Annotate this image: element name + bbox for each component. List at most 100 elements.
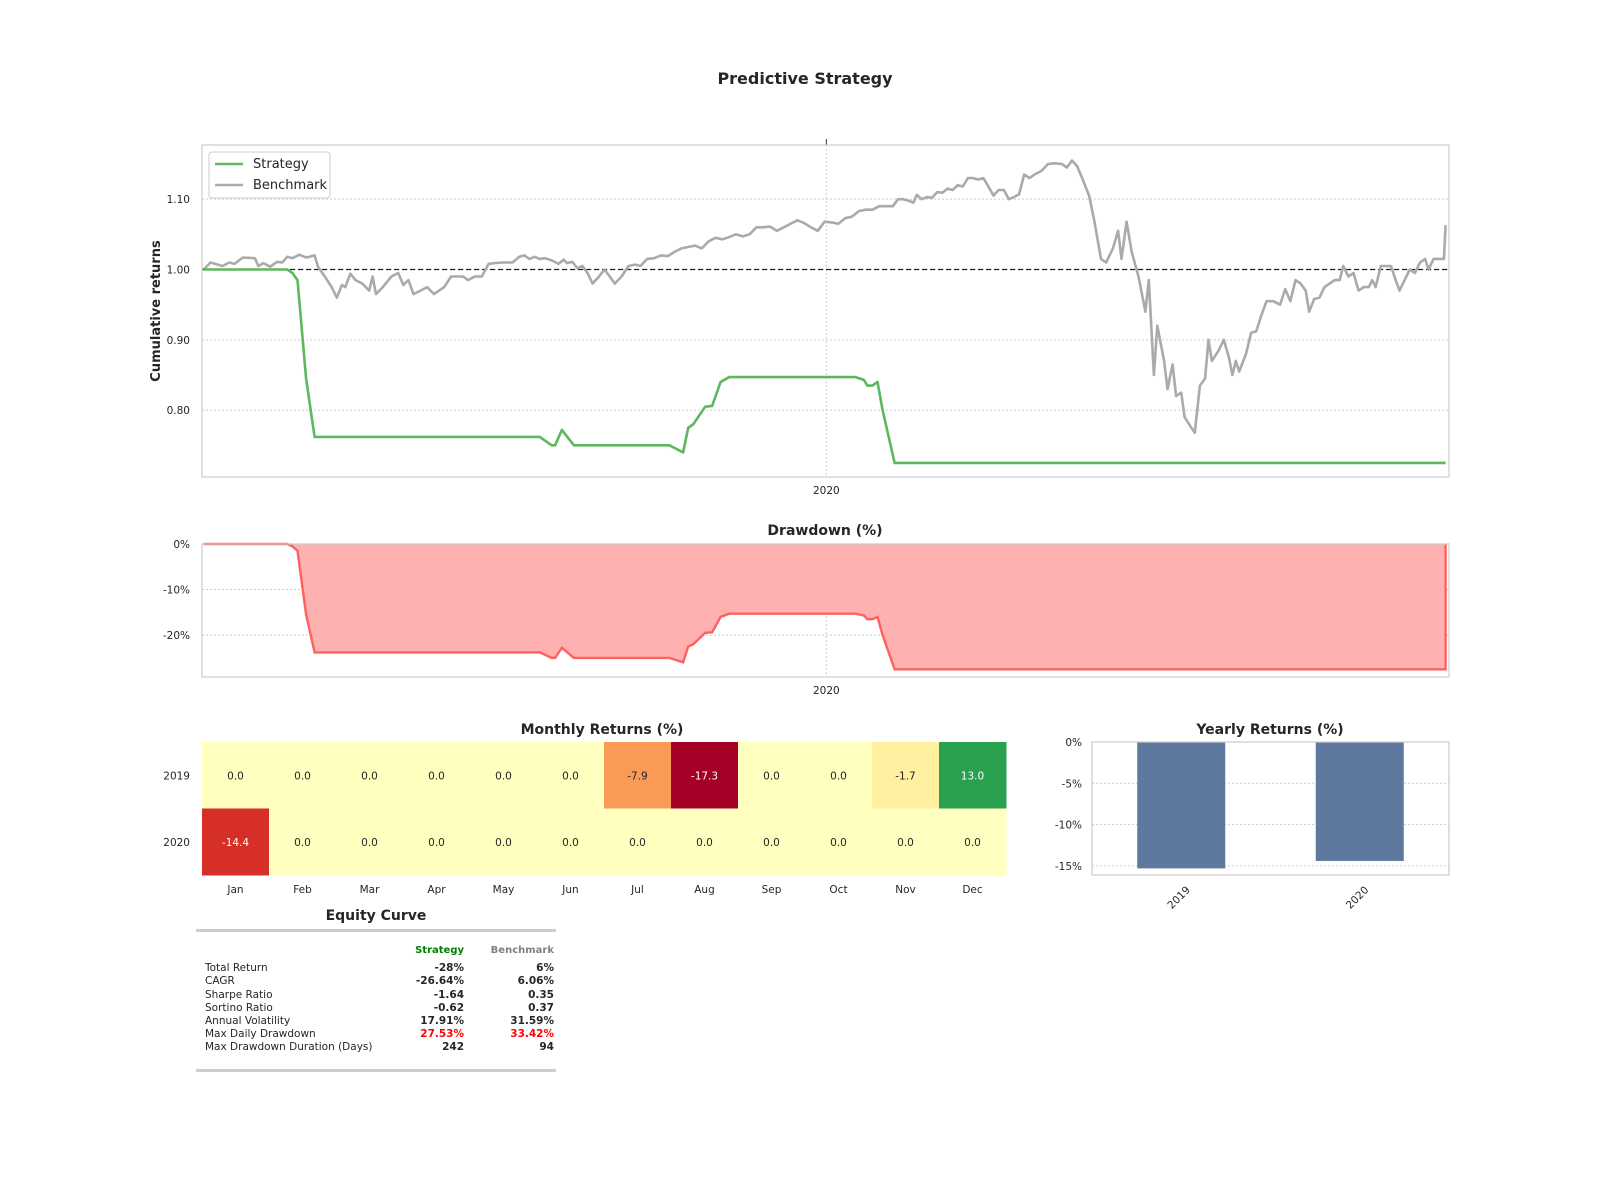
tearsheet-strategy-value: -28% xyxy=(376,962,466,975)
tearsheet-row: Max Drawdown Duration (Days) 242 94 xyxy=(196,1041,556,1054)
tearsheet-header-row: Strategy Benchmark xyxy=(196,944,556,962)
tearsheet-metric-label: CAGR xyxy=(196,975,376,988)
heatmap-column-label: Oct xyxy=(829,884,847,896)
tearsheet-row: Sortino Ratio -0.62 0.37 xyxy=(196,1002,556,1015)
drawdown-title: Drawdown (%) xyxy=(767,523,882,539)
monthly-returns-heatmap: Monthly Returns (%) 2019 0.0 0.0 0.0 0.0 0.0 0… xyxy=(163,722,1006,896)
heatmap-cell-label: 0.0 xyxy=(696,837,713,849)
heatmap-cell-label: 0.0 xyxy=(830,837,847,849)
heatmap-column-label: Jul xyxy=(630,884,644,896)
tearsheet-strategy-value: -26.64% xyxy=(376,975,466,988)
cumulative-x-tick-label: 2020 xyxy=(813,485,840,497)
tearsheet-benchmark-value: 0.35 xyxy=(466,989,556,1002)
heatmap-cell-label: -7.9 xyxy=(627,770,648,782)
heatmap-cells: 2019 0.0 0.0 0.0 0.0 0.0 0.0 -7.9 -17.3 0.0 0.0 -1.… xyxy=(163,742,1006,896)
tearsheet-strategy-value: -1.64 xyxy=(376,989,466,1002)
tearsheet-top-rule xyxy=(196,929,556,932)
tearsheet-benchmark-value: 33.42% xyxy=(466,1028,556,1041)
heatmap-cell-label: -1.7 xyxy=(895,770,916,782)
heatmap-column-label: Jun xyxy=(561,884,578,896)
tearsheet-strategy-value: -0.62 xyxy=(376,1002,466,1015)
equity-curve-tearsheet: Equity Curve Strategy Benchmark Total Re… xyxy=(196,908,556,1072)
heatmap-row-label: 2019 xyxy=(163,770,190,782)
drawdown-x-tick-label: 2020 xyxy=(813,685,840,697)
yearly-returns-title: Yearly Returns (%) xyxy=(1195,722,1343,738)
tearsheet-benchmark-value: 0.37 xyxy=(466,1002,556,1015)
cumulative-y-tick-label: 1.10 xyxy=(167,194,190,206)
tearsheet-metric-label: Total Return xyxy=(196,962,376,975)
tearsheet-metric-label: Max Daily Drawdown xyxy=(196,1028,376,1041)
drawdown-y-ticks: 0%-10%-20% xyxy=(163,539,190,642)
tearsheet-benchmark-value: 94 xyxy=(466,1041,556,1054)
heatmap-cell-label: 0.0 xyxy=(227,770,244,782)
drawdown-chart: Drawdown (%) 0% -10% -20% 2020 xyxy=(163,523,1449,697)
tearsheet-strategy-value: 17.91% xyxy=(376,1015,466,1028)
yearly-x-tick-label: 2019 xyxy=(1165,884,1192,911)
monthly-returns-title: Monthly Returns (%) xyxy=(521,722,684,738)
heatmap-cell-label: 0.0 xyxy=(495,837,512,849)
tearsheet-metric-label: Max Drawdown Duration (Days) xyxy=(196,1041,376,1054)
tearsheet-header-strategy: Strategy xyxy=(376,944,466,962)
heatmap-cell-label: 0.0 xyxy=(562,837,579,849)
drawdown-y-tick-label: 0% xyxy=(173,539,190,551)
figure-title: Predictive Strategy xyxy=(717,69,893,88)
tearsheet-row: Max Daily Drawdown 27.53% 33.42% xyxy=(196,1028,556,1041)
heatmap-cell-label: -17.3 xyxy=(691,770,718,782)
yearly-y-tick-label: -15% xyxy=(1055,861,1082,873)
heatmap-row-label: 2020 xyxy=(163,837,190,849)
heatmap-cell-label: 0.0 xyxy=(361,837,378,849)
yearly-bars: 2019 2020 xyxy=(1137,742,1404,912)
tearsheet-metric-label: Annual Volatility xyxy=(196,1015,376,1028)
tearsheet-benchmark-value: 6% xyxy=(466,962,556,975)
heatmap-cell-label: 0.0 xyxy=(294,770,311,782)
heatmap-cell-label: 0.0 xyxy=(495,770,512,782)
tearsheet-bottom-rule xyxy=(196,1069,556,1072)
heatmap-cell-label: 0.0 xyxy=(964,837,981,849)
heatmap-column-label: Jan xyxy=(226,884,243,896)
heatmap-column-label: Apr xyxy=(427,884,446,896)
cumulative-y-axis-label: Cumulative returns xyxy=(149,240,164,382)
series-line-benchmark xyxy=(204,161,1446,433)
tearsheet-table: Strategy Benchmark Total Return -28% 6% CAG… xyxy=(196,944,556,1055)
tearsheet-benchmark-value: 31.59% xyxy=(466,1015,556,1028)
tearsheet-row: Total Return -28% 6% xyxy=(196,962,556,975)
tearsheet-benchmark-value: 6.06% xyxy=(466,975,556,988)
yearly-y-tick-label: -10% xyxy=(1055,820,1082,832)
yearly-bar xyxy=(1316,742,1404,861)
tearsheet-body: Total Return -28% 6% CAGR -26.64% 6.06% Sharpe… xyxy=(196,962,556,1054)
cumulative-y-ticks: 0.80 0.90 1.00 1.10 xyxy=(167,194,190,417)
heatmap-cell-label: -14.4 xyxy=(222,837,249,849)
heatmap-column-label: May xyxy=(493,884,515,896)
legend-label-strategy: Strategy xyxy=(253,157,309,172)
heatmap-cell-label: 0.0 xyxy=(562,770,579,782)
yearly-returns-chart: Yearly Returns (%) 0% -5% -10% -15% 2019 202… xyxy=(1055,722,1449,912)
tearsheet-header-benchmark: Benchmark xyxy=(466,944,556,962)
drawdown-y-tick-label: -10% xyxy=(163,585,190,597)
tearsheet-metric-label: Sharpe Ratio xyxy=(196,989,376,1002)
heatmap-column-label: Aug xyxy=(694,884,715,896)
cumulative-y-tick-label: 1.00 xyxy=(167,265,190,277)
heatmap-column-label: Nov xyxy=(895,884,916,896)
heatmap-cell-label: 13.0 xyxy=(961,770,984,782)
tearsheet-title: Equity Curve xyxy=(196,908,556,924)
cumulative-series xyxy=(204,161,1446,463)
legend-label-benchmark: Benchmark xyxy=(253,178,328,193)
cumulative-y-tick-label: 0.80 xyxy=(167,405,190,417)
yearly-y-tick-label: -5% xyxy=(1062,778,1082,790)
yearly-y-tick-label: 0% xyxy=(1065,737,1082,749)
heatmap-column-label: Sep xyxy=(762,884,782,896)
tearsheet-row: Annual Volatility 17.91% 31.59% xyxy=(196,1015,556,1028)
tearsheet-strategy-value: 27.53% xyxy=(376,1028,466,1041)
tearsheet-row: Sharpe Ratio -1.64 0.35 xyxy=(196,989,556,1002)
heatmap-cell-label: 0.0 xyxy=(428,837,445,849)
cumulative-returns-chart: 0.80 0.90 1.00 1.10 2020 Cumulative returns… xyxy=(149,139,1449,497)
heatmap-cell-label: 0.0 xyxy=(629,837,646,849)
drawdown-x-ticks: 2020 xyxy=(813,685,840,697)
heatmap-cell-label: 0.0 xyxy=(763,770,780,782)
yearly-bar xyxy=(1137,742,1225,868)
tearsheet-row: CAGR -26.64% 6.06% xyxy=(196,975,556,988)
heatmap-cell-label: 0.0 xyxy=(830,770,847,782)
legend: Strategy Benchmark xyxy=(209,152,330,198)
tearsheet-metric-label: Sortino Ratio xyxy=(196,1002,376,1015)
tearsheet-strategy-value: 242 xyxy=(376,1041,466,1054)
